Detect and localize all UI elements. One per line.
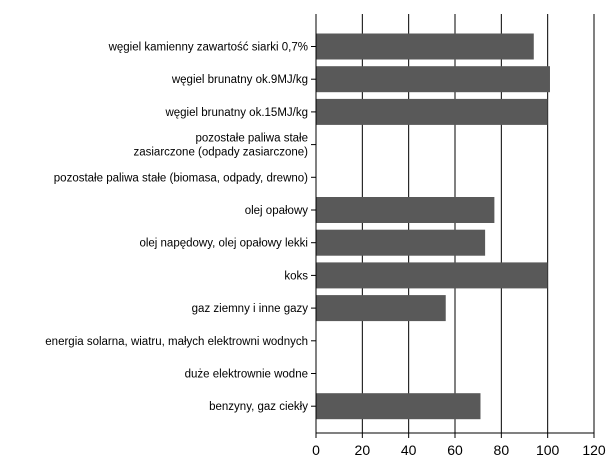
bar <box>316 393 481 420</box>
category-label: energia solarna, wiatru, małych elektrow… <box>45 336 308 348</box>
category-label: benzyny, gaz ciekły <box>209 401 308 413</box>
category-label: duże elektrownie wodne <box>185 369 308 381</box>
x-tick-label: 40 <box>401 442 417 458</box>
category-label: zasiarczone (odpady zasiarczone) <box>133 147 308 159</box>
bars <box>316 33 550 420</box>
x-tick-label: 100 <box>536 442 560 458</box>
category-label: olej opałowy <box>245 205 309 217</box>
category-label: olej napędowy, olej opałowy lekki <box>139 238 308 250</box>
x-tick-labels: 0 20 40 60 80 100 120 <box>312 442 606 458</box>
category-label: węgiel brunatny ok.9MJ/kg <box>171 74 308 86</box>
x-tick-label: 60 <box>447 442 463 458</box>
bar <box>316 33 534 60</box>
axes <box>311 14 595 438</box>
bar <box>316 229 486 256</box>
category-label: gaz ziemny i inne gazy <box>192 303 309 315</box>
category-label: pozostałe paliwa stałe (biomasa, odpady,… <box>54 172 308 184</box>
category-labels: węgiel kamienny zawartość siarki 0,7% węg… <box>45 42 308 414</box>
x-tick-label: 20 <box>355 442 371 458</box>
bar <box>316 98 548 125</box>
x-tick-label: 80 <box>494 442 510 458</box>
category-label: koks <box>284 270 308 282</box>
category-label: węgiel kamienny zawartość siarki 0,7% <box>108 42 308 54</box>
bar <box>316 66 550 93</box>
category-label: pozostałe paliwa stałe <box>195 133 308 145</box>
bar <box>316 197 495 223</box>
category-label: węgiel brunatny ok.15MJ/kg <box>164 107 308 119</box>
bar <box>316 295 446 322</box>
x-tick-label: 120 <box>582 442 606 458</box>
x-tick-label: 0 <box>312 442 320 458</box>
bar <box>316 262 548 289</box>
